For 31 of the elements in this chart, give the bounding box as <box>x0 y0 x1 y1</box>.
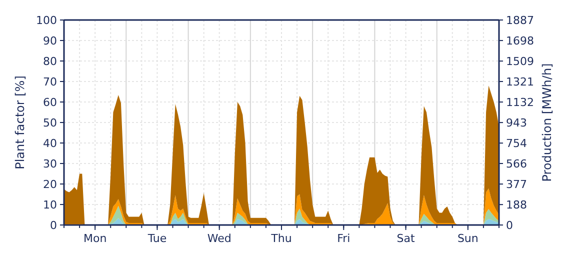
y2-axis-title: Production [MWh/h] <box>540 63 554 182</box>
x-tick-label: Mon <box>83 232 107 245</box>
y2-tick-label: 943 <box>506 116 527 130</box>
y-axis-title: Plant factor [%] <box>13 76 27 170</box>
y2-tick-label: 1509 <box>506 54 534 68</box>
y-tick-label: 50 <box>43 116 57 130</box>
y2-tick-label: 1321 <box>506 75 534 88</box>
y2-tick-label: 1887 <box>506 14 534 27</box>
y-tick-label: 40 <box>43 136 57 150</box>
x-tick-label: Wed <box>207 232 232 245</box>
y-tick-label: 0 <box>50 218 57 232</box>
y2-tick-label: 377 <box>506 178 527 191</box>
y-tick-label: 80 <box>43 54 57 68</box>
y-tick-label: 60 <box>43 96 57 109</box>
y-tick-label: 20 <box>43 178 57 191</box>
x-tick-label: Sun <box>457 232 478 245</box>
y2-tick-label: 754 <box>506 136 527 150</box>
y-tick-label: 10 <box>43 198 57 212</box>
y2-tick-label: 188 <box>506 198 527 212</box>
y2-tick-label: 1132 <box>506 96 534 109</box>
y-tick-label: 90 <box>43 34 57 48</box>
y-tick-label: 70 <box>43 75 57 88</box>
x-tick-label: Thu <box>270 232 292 245</box>
y2-tick-label: 1698 <box>506 34 534 48</box>
x-tick-label: Fri <box>337 232 350 245</box>
y2-tick-label: 0 <box>506 218 513 232</box>
x-tick-label: Tue <box>146 232 167 245</box>
y-tick-label: 100 <box>36 14 57 27</box>
y-tick-label: 30 <box>43 157 57 170</box>
x-tick-label: Sat <box>396 232 416 245</box>
y2-tick-label: 566 <box>506 157 527 170</box>
